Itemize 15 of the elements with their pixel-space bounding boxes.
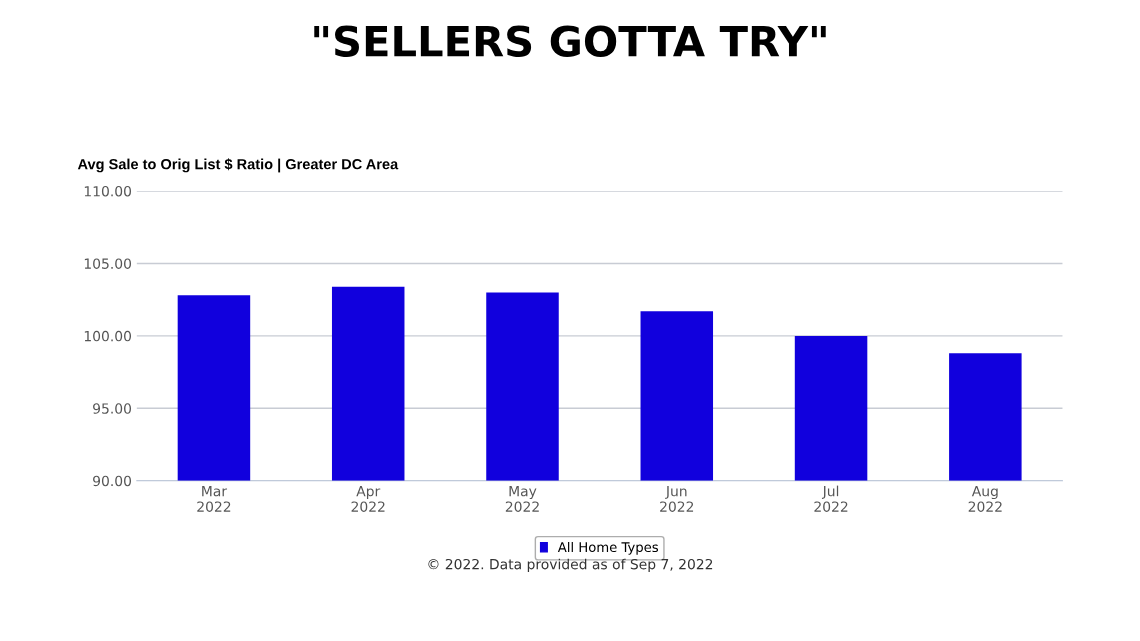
chart-title: "SELLERS GOTTA TRY" [314,25,826,57]
x-tick-label: May 2022 [505,486,539,512]
y-tick-label: 95.00 [93,403,132,414]
x-tick-label: Apr 2022 [351,486,385,512]
x-tick-label: Aug 2022 [968,486,1002,512]
legend-label: All Home Types [557,541,659,555]
y-tick-label: 100.00 [84,330,132,342]
x-tick-label: Jun 2022 [660,486,694,512]
x-tick-label: Mar 2022 [197,486,231,512]
y-tick-label: 105.00 [84,258,132,269]
y-tick-label: 110.00 [84,185,132,197]
chart-subtitle: Avg Sale to Orig List $ Ratio | Greater DC Area [77,158,399,173]
text: © 2022. Data provided as of Sep 7, 2022 [428,558,713,573]
x-tick-label: Jul 2022 [814,485,848,512]
y-tick-label: 90.00 [93,475,132,487]
